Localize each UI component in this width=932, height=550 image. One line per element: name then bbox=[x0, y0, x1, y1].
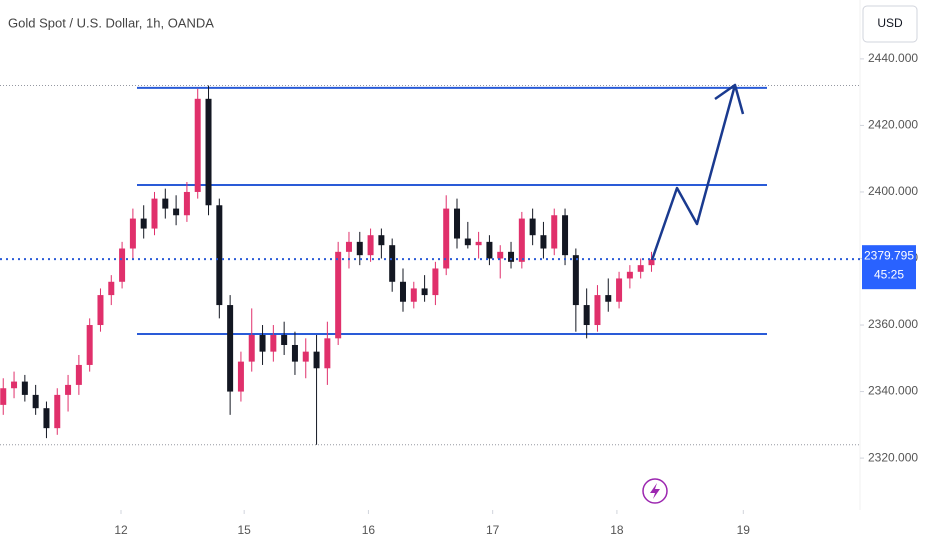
candle-body bbox=[205, 98, 212, 206]
y-tick-label: 2320.000 bbox=[868, 450, 918, 464]
candle-body bbox=[335, 251, 342, 339]
candle-body bbox=[454, 208, 461, 239]
candle-body bbox=[140, 218, 147, 229]
candle-body bbox=[216, 205, 223, 306]
candle-body bbox=[43, 408, 50, 429]
x-tick-label: 17 bbox=[486, 523, 500, 537]
candle-body bbox=[572, 255, 579, 306]
candle-body bbox=[97, 295, 104, 326]
candle-body bbox=[367, 235, 374, 256]
candle-body bbox=[324, 338, 331, 369]
candle-body bbox=[529, 218, 536, 236]
y-tick-label: 2440.000 bbox=[868, 51, 918, 65]
candle-body bbox=[421, 288, 428, 296]
candle-body bbox=[0, 388, 7, 405]
candle-body bbox=[119, 248, 126, 282]
candle-body bbox=[399, 281, 406, 302]
candle-body bbox=[562, 215, 569, 256]
candle-body bbox=[378, 235, 385, 246]
candle-body bbox=[183, 191, 190, 216]
candle-body bbox=[32, 394, 39, 409]
candle-body bbox=[302, 351, 309, 362]
x-tick-label: 18 bbox=[610, 523, 624, 537]
candle-body bbox=[248, 335, 255, 362]
candle-body bbox=[313, 351, 320, 369]
candle-body bbox=[270, 335, 277, 352]
candle-body bbox=[432, 268, 439, 296]
candle-body bbox=[443, 208, 450, 269]
candle-body bbox=[108, 281, 115, 296]
candle-body bbox=[648, 259, 655, 266]
candle-body bbox=[65, 384, 72, 395]
x-tick-label: 12 bbox=[114, 523, 128, 537]
candle-body bbox=[518, 218, 525, 262]
candle-body bbox=[410, 288, 417, 302]
candle-body bbox=[173, 208, 180, 216]
candle-body bbox=[11, 381, 18, 389]
candle-body bbox=[389, 245, 396, 282]
candle-body bbox=[86, 325, 93, 365]
candle-body bbox=[281, 335, 288, 345]
last-price-label: 2379.795 bbox=[864, 248, 914, 262]
x-tick-label: 16 bbox=[362, 523, 376, 537]
y-tick-label: 2400.000 bbox=[868, 184, 918, 198]
candle-body bbox=[151, 198, 158, 229]
x-tick-label: 19 bbox=[737, 523, 751, 537]
candle-body bbox=[486, 241, 493, 259]
candle-body bbox=[227, 305, 234, 392]
candle-body bbox=[291, 344, 298, 362]
x-tick-label: 15 bbox=[237, 523, 251, 537]
last-price-box bbox=[862, 245, 916, 290]
event-bolt bbox=[650, 483, 660, 499]
candle-body bbox=[594, 295, 601, 326]
candle-body bbox=[237, 361, 244, 392]
currency-button[interactable] bbox=[862, 5, 918, 43]
candle-body bbox=[616, 278, 623, 302]
candle-body bbox=[551, 215, 558, 249]
candle-body bbox=[162, 198, 169, 209]
candle-body bbox=[583, 305, 590, 326]
countdown-label: 45:25 bbox=[874, 267, 904, 281]
candle-body bbox=[626, 271, 633, 279]
candle-body bbox=[54, 394, 61, 429]
candle-body bbox=[75, 364, 82, 385]
candle-body bbox=[605, 295, 612, 302]
candle-body bbox=[356, 241, 363, 256]
projection-arrow-head bbox=[714, 83, 745, 115]
candle-body bbox=[540, 235, 547, 249]
candle-body bbox=[508, 251, 515, 262]
candle-body bbox=[637, 265, 644, 272]
candle-body bbox=[475, 241, 482, 246]
currency-label[interactable]: USD bbox=[877, 16, 903, 30]
y-tick-label: 2340.000 bbox=[868, 384, 918, 398]
projection-arrow bbox=[650, 84, 737, 261]
candle-body bbox=[345, 241, 352, 252]
y-tick-label: 2360.000 bbox=[868, 317, 918, 331]
candle-body bbox=[194, 98, 201, 192]
y-tick-label: 2420.000 bbox=[868, 118, 918, 132]
candle-body bbox=[129, 218, 136, 249]
chart-title: Gold Spot / U.S. Dollar, 1h, OANDA bbox=[8, 15, 214, 30]
candle-body bbox=[21, 381, 28, 395]
candle-body bbox=[464, 238, 471, 246]
candle-body bbox=[259, 335, 266, 352]
candle-body bbox=[497, 251, 504, 259]
